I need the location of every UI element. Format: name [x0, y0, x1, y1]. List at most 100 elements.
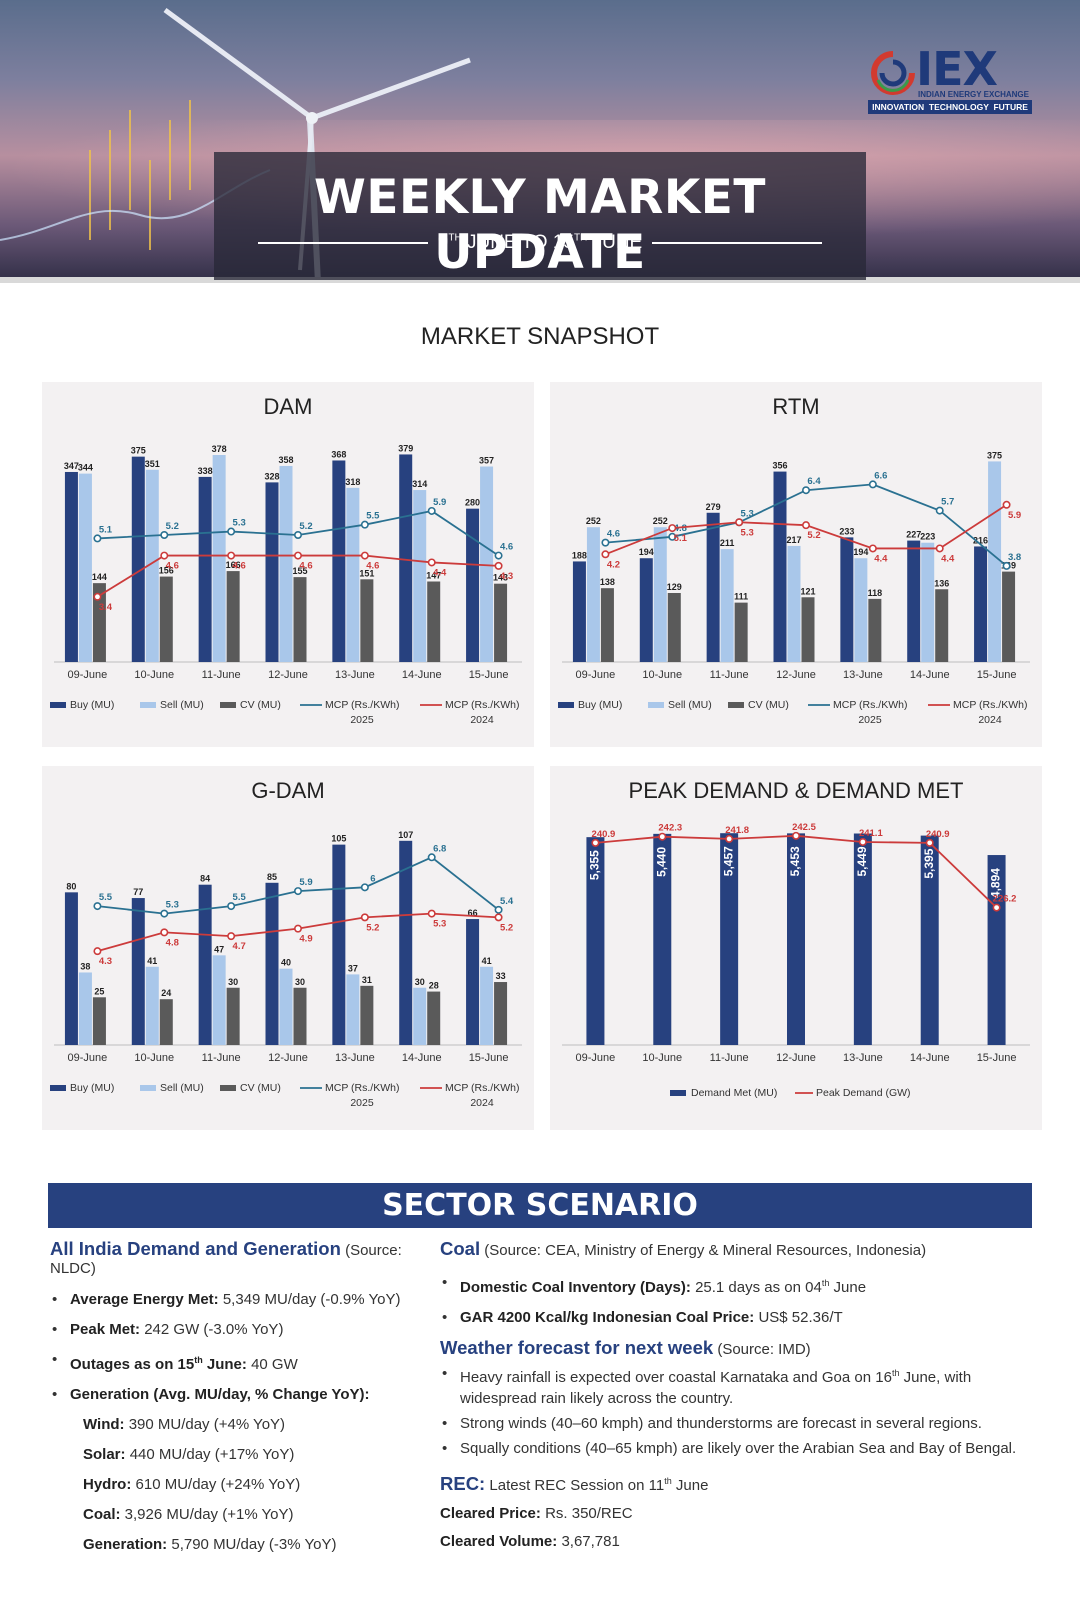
right-section: Coal (Source: CEA, Ministry of Energy & … [440, 1238, 1040, 1556]
legend-sub: 2025 [350, 714, 374, 726]
legend-sub: 2024 [978, 714, 1002, 726]
data-label: 5,457 [721, 846, 735, 876]
data-label: 194 [639, 547, 654, 557]
line-label: 5.5 [233, 892, 247, 903]
line-point [868, 480, 877, 489]
bar [279, 465, 293, 662]
bar [920, 835, 939, 1045]
legend-label: MCP (Rs./KWh) [325, 1082, 399, 1094]
line-point [601, 550, 610, 559]
legend-label: Sell (MU) [668, 699, 712, 711]
line-label: 3.8 [1008, 552, 1021, 563]
bar [600, 588, 614, 662]
line-label: 4.8 [674, 523, 687, 534]
line-point [935, 544, 944, 553]
line-label: 5.2 [166, 521, 179, 532]
coal-price-value: US$ 52.36/T [758, 1309, 843, 1326]
tick-label: 12-June [776, 1052, 816, 1064]
bar [131, 456, 145, 662]
legend-label: MCP (Rs./KWh) [953, 699, 1027, 711]
chart-title: G-DAM [251, 778, 324, 803]
tick-label: 10-June [642, 1052, 682, 1064]
data-label: 5,440 [654, 847, 668, 877]
demand-heading-row: All India Demand and Generation (Source:… [50, 1238, 430, 1277]
bar [78, 972, 92, 1045]
line-point [992, 903, 1001, 912]
line-label: 5.3 [166, 900, 179, 911]
bar [907, 540, 921, 662]
rec-volume-value: 3,67,781 [561, 1533, 620, 1550]
legend-label: MCP (Rs./KWh) [445, 1082, 519, 1094]
list-item: Heavy rainfall is expected over coastal … [440, 1363, 1040, 1409]
data-label: 30 [415, 977, 425, 987]
line-point [494, 913, 503, 922]
line-point [935, 506, 944, 515]
data-label: 84 [200, 874, 210, 884]
line-label: 6.6 [874, 470, 887, 481]
bar [92, 997, 106, 1045]
demand-heading: All India Demand and Generation [50, 1238, 341, 1259]
data-label: 5,355 [588, 850, 602, 880]
bar [212, 455, 226, 662]
item-label-sup: th [194, 1355, 203, 1365]
bar [399, 454, 413, 662]
bar [787, 545, 801, 662]
data-label: 37 [348, 963, 358, 973]
line-point [360, 883, 369, 892]
tick-label: 09-June [576, 669, 616, 681]
data-label: 38 [80, 961, 90, 971]
line-point [1002, 500, 1011, 509]
data-label: 318 [345, 477, 360, 487]
bar [494, 982, 508, 1045]
rec-text-post: June [671, 1477, 709, 1494]
line-label: 5.2 [500, 922, 513, 933]
bar [840, 537, 854, 662]
data-label: 41 [147, 956, 157, 966]
rec-volume-row: Cleared Volume: 3,67,781 [440, 1528, 1040, 1556]
line-label: 5.5 [99, 892, 113, 903]
data-label: 111 [734, 592, 748, 602]
date-from-day: 9 [437, 232, 449, 253]
coal-price-label: GAR 4200 Kcal/kg Indonesian Coal Price: [460, 1309, 755, 1326]
legend-label: Sell (MU) [160, 1082, 204, 1094]
bar [159, 576, 173, 662]
chart-title: DAM [264, 394, 313, 419]
gen-label: Generation: [83, 1536, 168, 1553]
line-label: 4.6 [299, 561, 312, 572]
generation-row: Coal: 3,926 MU/day (+1% YoY) [83, 1500, 430, 1530]
bar [586, 527, 600, 662]
tick-label: 15-June [469, 1052, 509, 1064]
legend-sub: 2024 [470, 1097, 494, 1109]
bar [64, 892, 78, 1045]
data-label: 136 [934, 578, 949, 588]
line-label: 241.1 [859, 828, 883, 839]
generation-list: Wind: 390 MU/day (+4% YoY) Solar: 440 MU… [50, 1410, 430, 1560]
data-label: 31 [362, 975, 372, 985]
tick-label: 10-June [134, 669, 174, 681]
chart-rtm: RTM 09-June 188 252 138 10-June 194 252 129 11-Ju… [550, 382, 1042, 747]
rec-heading: REC: [440, 1473, 486, 1494]
coal-heading-row: Coal (Source: CEA, Ministry of Energy & … [440, 1238, 1040, 1260]
tick-label: 15-June [469, 669, 509, 681]
bar [360, 579, 374, 662]
line-label: 5.2 [366, 922, 379, 933]
data-label: 338 [198, 466, 213, 476]
line-point [494, 561, 503, 570]
data-label: 24 [161, 988, 171, 998]
line-label: 5.3 [233, 518, 246, 529]
line-point [93, 592, 102, 601]
tick-label: 13-June [843, 669, 883, 681]
line-point [160, 530, 169, 539]
bar [653, 833, 672, 1045]
bar [427, 991, 441, 1045]
bar [131, 898, 145, 1045]
data-label: 252 [586, 516, 601, 526]
data-label: 194 [853, 547, 868, 557]
data-label: 351 [145, 459, 160, 469]
line-point [735, 518, 744, 527]
gen-value: 5,790 MU/day (-3% YoY) [171, 1536, 337, 1553]
data-label: 107 [398, 830, 413, 840]
data-label: 378 [212, 444, 227, 454]
line-label: 6.8 [433, 843, 446, 854]
line-label: 5.1 [674, 533, 688, 544]
